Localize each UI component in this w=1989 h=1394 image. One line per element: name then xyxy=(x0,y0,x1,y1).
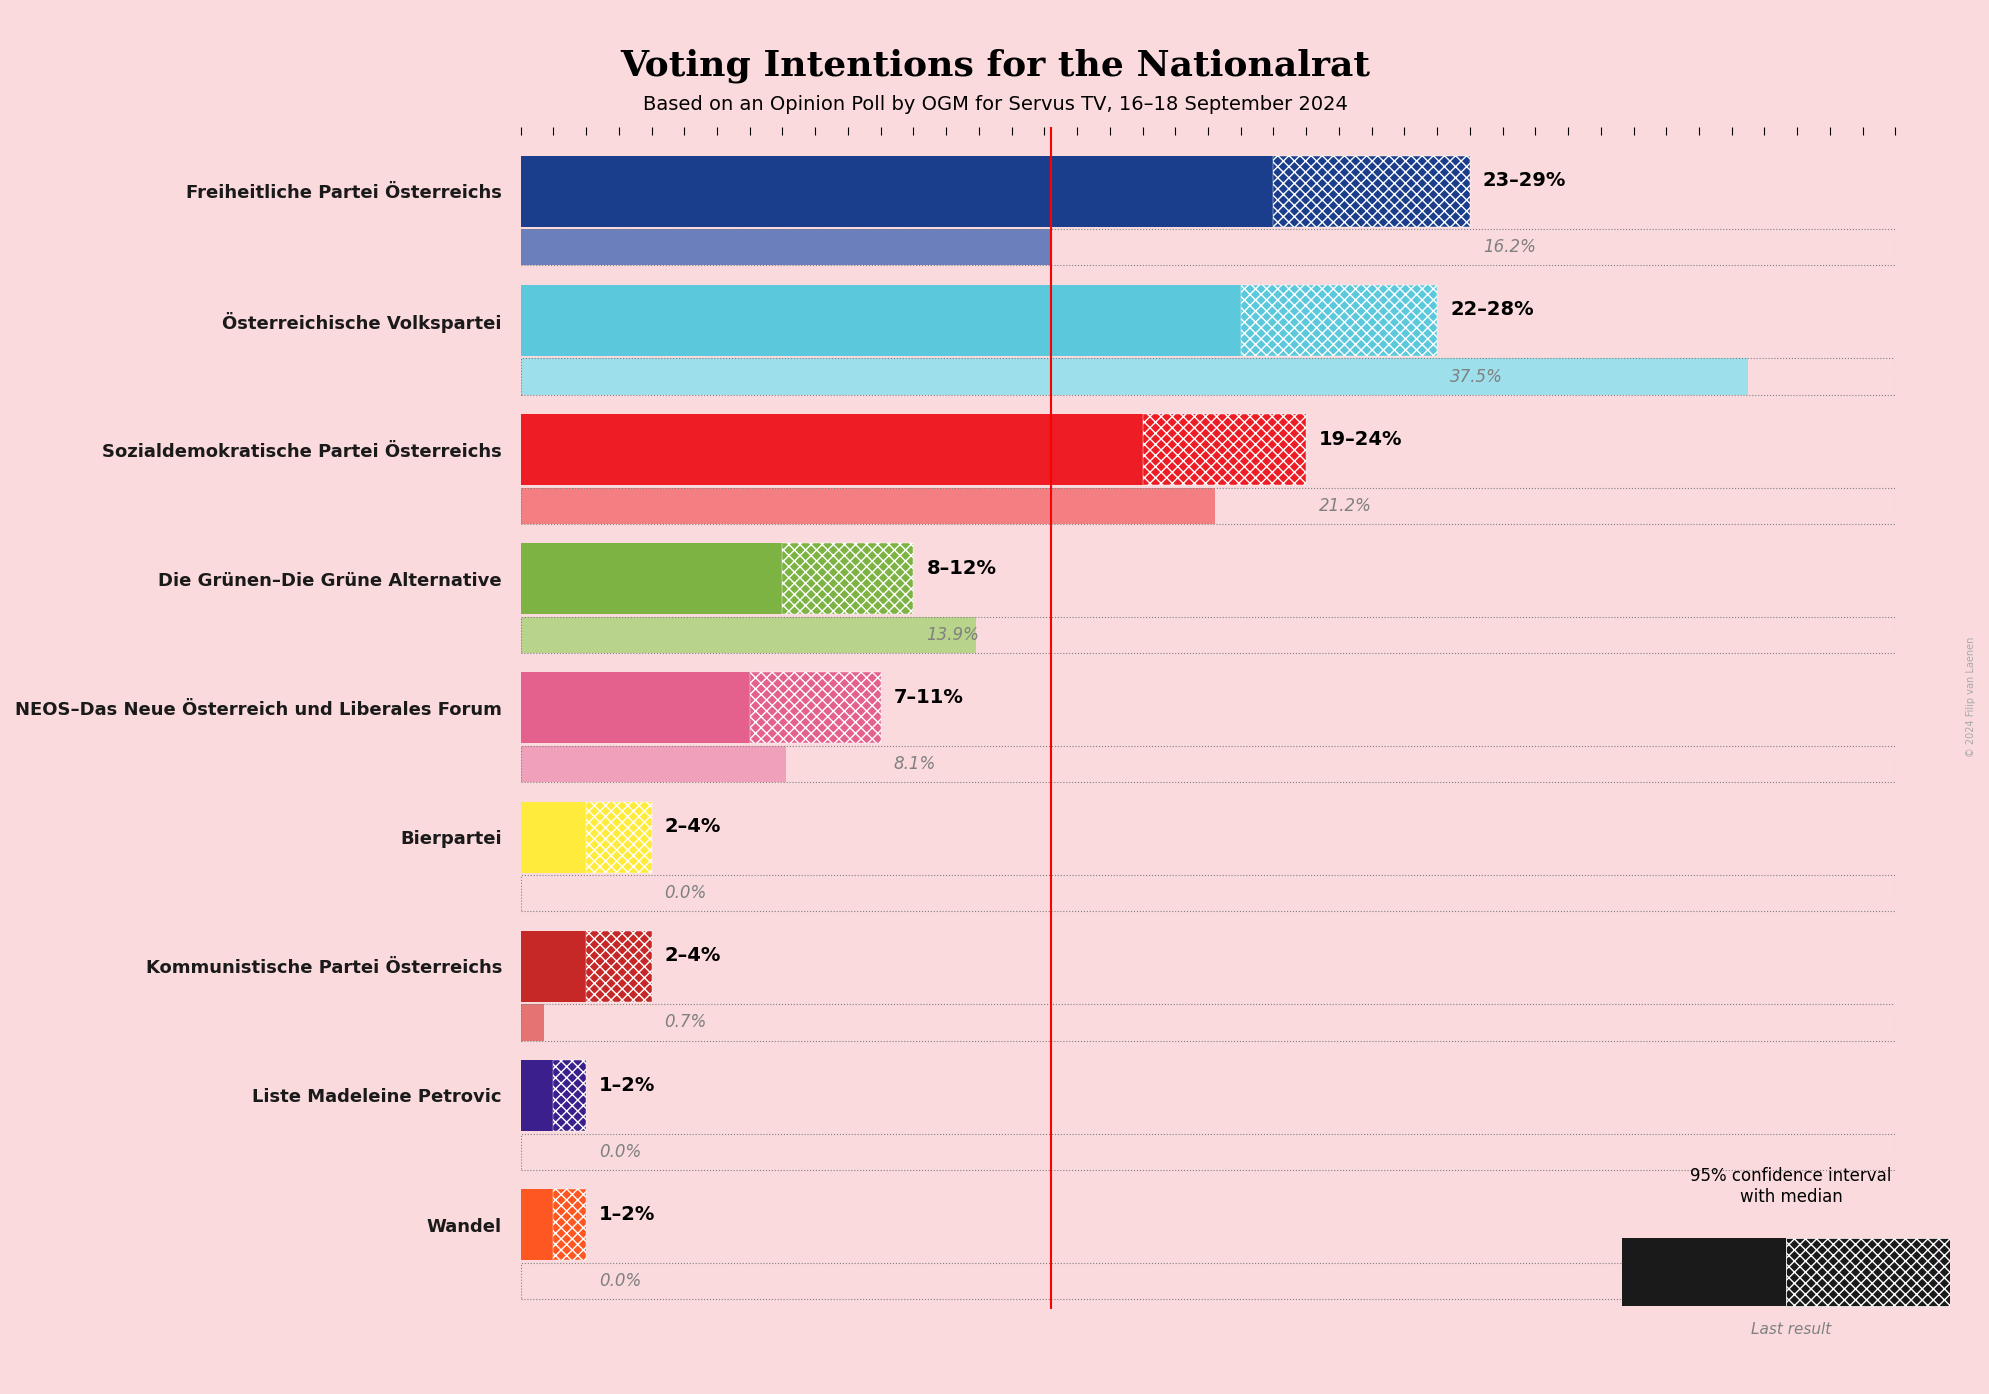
Bar xyxy=(521,1189,553,1260)
Text: 37.5%: 37.5% xyxy=(1450,368,1502,386)
Bar xyxy=(521,746,1894,782)
Bar xyxy=(521,875,1894,912)
Text: 0.0%: 0.0% xyxy=(599,1143,640,1161)
Bar xyxy=(521,616,975,652)
Text: 0.0%: 0.0% xyxy=(664,884,706,902)
Bar xyxy=(553,1059,587,1131)
Text: © 2024 Filip van Laenen: © 2024 Filip van Laenen xyxy=(1965,637,1975,757)
Text: 95% confidence interval
with median: 95% confidence interval with median xyxy=(1689,1167,1892,1206)
Bar xyxy=(587,802,650,873)
Bar xyxy=(521,544,782,615)
Text: 8.1%: 8.1% xyxy=(893,756,935,774)
Text: 0.7%: 0.7% xyxy=(664,1013,706,1032)
Text: 16.2%: 16.2% xyxy=(1482,238,1536,256)
Text: 8–12%: 8–12% xyxy=(927,559,996,579)
Text: 22–28%: 22–28% xyxy=(1450,301,1534,319)
Bar xyxy=(521,1005,1894,1040)
Bar xyxy=(521,672,750,743)
Bar xyxy=(521,229,1894,265)
Bar xyxy=(521,358,1746,395)
Bar xyxy=(521,1005,543,1040)
Text: Based on an Opinion Poll by OGM for Servus TV, 16–18 September 2024: Based on an Opinion Poll by OGM for Serv… xyxy=(642,95,1347,114)
Bar xyxy=(521,488,1213,524)
Text: 23–29%: 23–29% xyxy=(1482,171,1565,191)
Bar xyxy=(521,1263,1894,1299)
Bar xyxy=(521,229,1050,265)
Bar xyxy=(521,414,1142,485)
Text: 1–2%: 1–2% xyxy=(599,1076,654,1094)
Text: Last result: Last result xyxy=(1750,1322,1830,1337)
Bar xyxy=(521,802,587,873)
Bar xyxy=(521,746,786,782)
Bar xyxy=(521,931,587,1002)
Bar xyxy=(1239,284,1436,355)
Bar xyxy=(521,1059,553,1131)
Text: 0.0%: 0.0% xyxy=(599,1271,640,1289)
Bar xyxy=(521,156,1273,227)
Bar xyxy=(1142,414,1305,485)
Bar xyxy=(1273,156,1470,227)
Bar xyxy=(1621,1238,1784,1306)
Bar xyxy=(521,358,1894,395)
Text: Voting Intentions for the Nationalrat: Voting Intentions for the Nationalrat xyxy=(621,49,1368,84)
Bar xyxy=(587,931,650,1002)
Bar xyxy=(750,672,881,743)
Text: 19–24%: 19–24% xyxy=(1319,429,1402,449)
Text: 7–11%: 7–11% xyxy=(893,689,963,707)
Text: 21.2%: 21.2% xyxy=(1319,496,1372,514)
Text: 1–2%: 1–2% xyxy=(599,1204,654,1224)
Bar xyxy=(521,1133,1894,1170)
Bar xyxy=(521,488,1894,524)
Bar xyxy=(521,616,1894,652)
Text: 13.9%: 13.9% xyxy=(927,626,979,644)
Text: 2–4%: 2–4% xyxy=(664,947,720,966)
Bar xyxy=(553,1189,587,1260)
Bar xyxy=(782,544,913,615)
Text: 2–4%: 2–4% xyxy=(664,817,720,836)
Bar xyxy=(521,284,1239,355)
Bar xyxy=(1784,1238,1949,1306)
